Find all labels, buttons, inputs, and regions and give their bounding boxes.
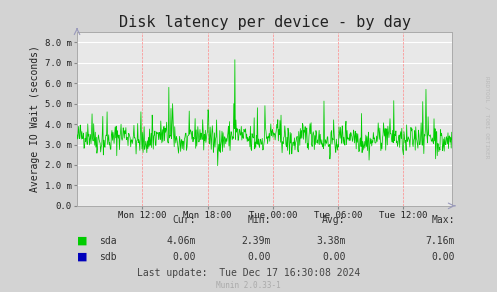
- Text: Cur:: Cur:: [173, 215, 196, 225]
- Text: 4.06m: 4.06m: [167, 236, 196, 246]
- Text: 2.39m: 2.39m: [242, 236, 271, 246]
- Text: 0.00: 0.00: [173, 252, 196, 262]
- Text: 3.38m: 3.38m: [316, 236, 345, 246]
- Title: Disk latency per device - by day: Disk latency per device - by day: [119, 15, 411, 29]
- Text: Max:: Max:: [431, 215, 455, 225]
- Text: 7.16m: 7.16m: [425, 236, 455, 246]
- Y-axis label: Average IO Wait (seconds): Average IO Wait (seconds): [30, 46, 40, 192]
- Text: ■: ■: [77, 252, 87, 262]
- Text: Last update:  Tue Dec 17 16:30:08 2024: Last update: Tue Dec 17 16:30:08 2024: [137, 268, 360, 278]
- Text: Munin 2.0.33-1: Munin 2.0.33-1: [216, 281, 281, 290]
- Text: sdb: sdb: [99, 252, 117, 262]
- Text: ■: ■: [77, 236, 87, 246]
- Text: RRDTOOL / TOBI OETIKER: RRDTOOL / TOBI OETIKER: [485, 76, 490, 158]
- Text: 0.00: 0.00: [431, 252, 455, 262]
- Text: sda: sda: [99, 236, 117, 246]
- Text: Min:: Min:: [248, 215, 271, 225]
- Text: 0.00: 0.00: [248, 252, 271, 262]
- Text: Avg:: Avg:: [322, 215, 345, 225]
- Text: 0.00: 0.00: [322, 252, 345, 262]
